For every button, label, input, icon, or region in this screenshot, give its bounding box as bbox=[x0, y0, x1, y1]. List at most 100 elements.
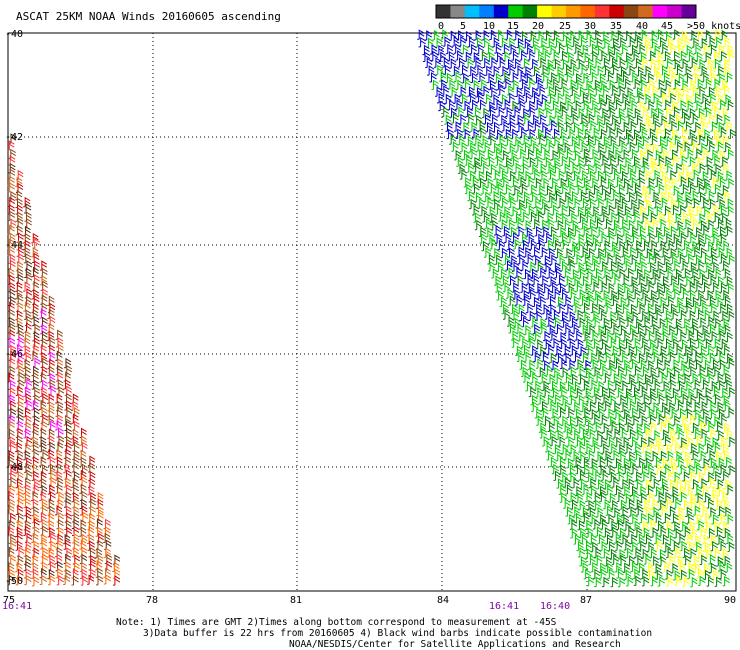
wind-barb bbox=[440, 29, 449, 40]
wind-barb bbox=[579, 345, 587, 357]
wind-barb bbox=[673, 394, 681, 405]
wind-barb bbox=[492, 65, 500, 77]
wind-barb bbox=[636, 141, 644, 153]
wind-barb bbox=[520, 337, 529, 349]
wind-barb bbox=[630, 561, 638, 572]
wind-barb bbox=[576, 155, 585, 167]
wind-barb bbox=[16, 371, 25, 382]
wind-barb bbox=[536, 79, 544, 90]
wind-barb bbox=[595, 218, 603, 229]
wind-barb bbox=[582, 464, 590, 475]
wind-barb bbox=[23, 252, 32, 264]
wind-barb bbox=[617, 240, 626, 251]
wind-barb bbox=[649, 156, 657, 168]
wind-barb bbox=[585, 491, 593, 503]
wind-barb bbox=[491, 268, 499, 279]
wind-barb bbox=[655, 464, 664, 475]
wind-barb bbox=[534, 408, 543, 419]
wind-barb bbox=[47, 330, 55, 341]
wind-barb bbox=[39, 511, 47, 523]
wind-barb bbox=[63, 533, 71, 545]
wind-barb bbox=[646, 72, 654, 83]
wind-barb bbox=[723, 555, 731, 566]
wind-barb bbox=[559, 358, 568, 370]
wind-barb bbox=[674, 318, 682, 329]
wind-barb bbox=[706, 316, 715, 327]
wind-barb bbox=[47, 527, 55, 538]
wind-barb bbox=[529, 136, 537, 147]
wind-barb bbox=[479, 233, 487, 244]
wind-barb bbox=[500, 197, 508, 208]
wind-barb bbox=[616, 78, 625, 89]
wind-barb bbox=[63, 379, 71, 390]
wind-barb bbox=[624, 260, 632, 271]
wind-barb bbox=[717, 485, 725, 497]
legend-swatch bbox=[638, 5, 654, 18]
wind-barb bbox=[88, 560, 96, 571]
wind-barb bbox=[23, 560, 31, 572]
wind-barb bbox=[63, 574, 71, 586]
wind-barb bbox=[599, 176, 607, 187]
wind-barb bbox=[634, 57, 642, 69]
wind-barb bbox=[720, 310, 729, 321]
wind-barb bbox=[476, 141, 484, 152]
wind-barb bbox=[23, 450, 31, 461]
wind-barb bbox=[596, 45, 604, 56]
wind-barb bbox=[597, 226, 605, 237]
wind-barb bbox=[553, 184, 561, 195]
lon-label-90: 90 bbox=[724, 595, 736, 606]
wind-barb bbox=[698, 191, 706, 203]
wind-barb bbox=[600, 281, 608, 293]
wind-barb bbox=[696, 309, 704, 320]
lon-label-81: 81 bbox=[290, 595, 302, 606]
wind-barb bbox=[615, 309, 624, 321]
wind-barb bbox=[609, 211, 618, 223]
wind-barb bbox=[633, 78, 641, 89]
wind-barb bbox=[427, 65, 435, 76]
wind-barb bbox=[690, 57, 698, 68]
wind-barb bbox=[612, 169, 620, 180]
wind-barb bbox=[71, 491, 79, 503]
wind-barb bbox=[682, 422, 690, 433]
wind-barb bbox=[495, 233, 503, 244]
wind-barb bbox=[554, 267, 562, 279]
wind-barb bbox=[611, 554, 619, 565]
wind-barb bbox=[607, 387, 615, 399]
wind-barb bbox=[438, 100, 446, 112]
wind-barb bbox=[666, 37, 674, 48]
wind-barb bbox=[31, 490, 39, 502]
wind-barb bbox=[540, 198, 548, 209]
wind-barb bbox=[627, 555, 635, 566]
wind-barb bbox=[593, 57, 602, 68]
wind-barb bbox=[570, 345, 578, 356]
wind-barb bbox=[704, 29, 712, 41]
wind-barb bbox=[692, 169, 700, 180]
wind-barb bbox=[672, 260, 681, 271]
wind-barb bbox=[610, 421, 618, 432]
wind-barb bbox=[576, 127, 584, 138]
wind-barb bbox=[620, 43, 628, 55]
wind-barb bbox=[682, 471, 690, 482]
wind-barb bbox=[637, 533, 645, 544]
wind-barb bbox=[569, 519, 578, 530]
wind-barb bbox=[668, 479, 676, 490]
wind-barb bbox=[663, 176, 671, 187]
wind-barb bbox=[7, 394, 16, 405]
wind-barb bbox=[588, 120, 597, 131]
wind-barb bbox=[697, 471, 705, 482]
wind-barb bbox=[549, 254, 558, 265]
wind-barb bbox=[495, 51, 503, 63]
wind-barb bbox=[646, 225, 654, 236]
wind-barb bbox=[103, 574, 112, 585]
wind-barb bbox=[535, 358, 544, 369]
legend-swatch bbox=[580, 5, 596, 18]
wind-barb bbox=[539, 170, 548, 181]
wind-barb bbox=[521, 211, 529, 222]
wind-barb bbox=[709, 428, 717, 439]
wind-barb bbox=[582, 484, 590, 495]
wind-barb bbox=[711, 233, 720, 244]
wind-barb bbox=[473, 57, 482, 68]
wind-barb bbox=[588, 36, 596, 47]
wind-barb bbox=[634, 190, 642, 201]
wind-barb bbox=[676, 37, 684, 48]
